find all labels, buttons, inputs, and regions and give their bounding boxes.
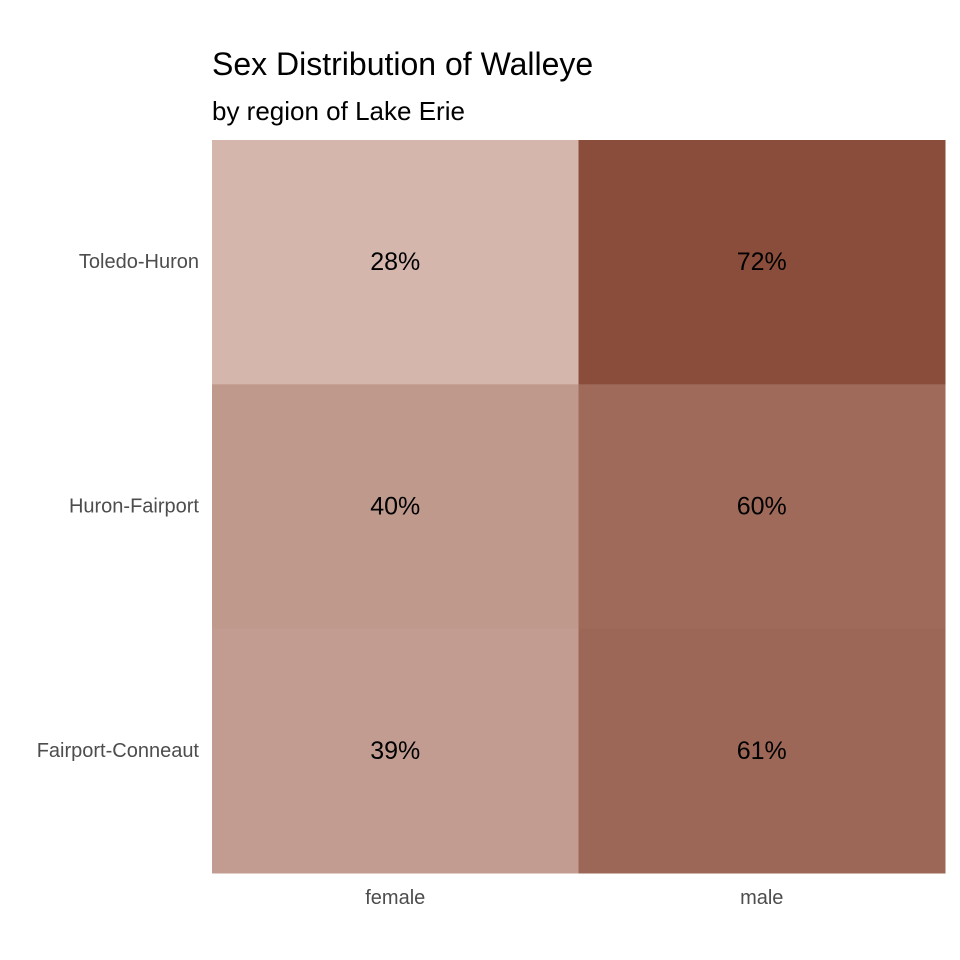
y-tick-label: Fairport-Conneaut [37,740,200,762]
chart-title: Sex Distribution of Walleye [212,46,594,82]
x-tick-label: female [365,887,425,909]
heatmap-cell-fairport-conneaut-male [578,628,946,874]
y-tick-label: Toledo-Huron [79,251,199,273]
cell-value-label: 28% [370,248,420,276]
cell-value-label: 40% [370,493,420,521]
heatmap-cell-huron-fairport-female [212,384,579,630]
cell-value-label: 61% [737,737,787,765]
x-tick-label: male [740,887,783,909]
heatmap-cell-fairport-conneaut-female [212,628,579,874]
chart-subtitle: by region of Lake Erie [212,96,465,126]
cell-value-label: 39% [370,737,420,765]
heatmap-cell-huron-fairport-male [578,384,946,630]
heatmap-cell-toledo-huron-female [212,140,579,385]
cell-value-label: 60% [737,493,787,521]
heatmap-cell-toledo-huron-male [578,140,946,385]
y-tick-label: Huron-Fairport [69,496,199,518]
cell-value-label: 72% [737,248,787,276]
